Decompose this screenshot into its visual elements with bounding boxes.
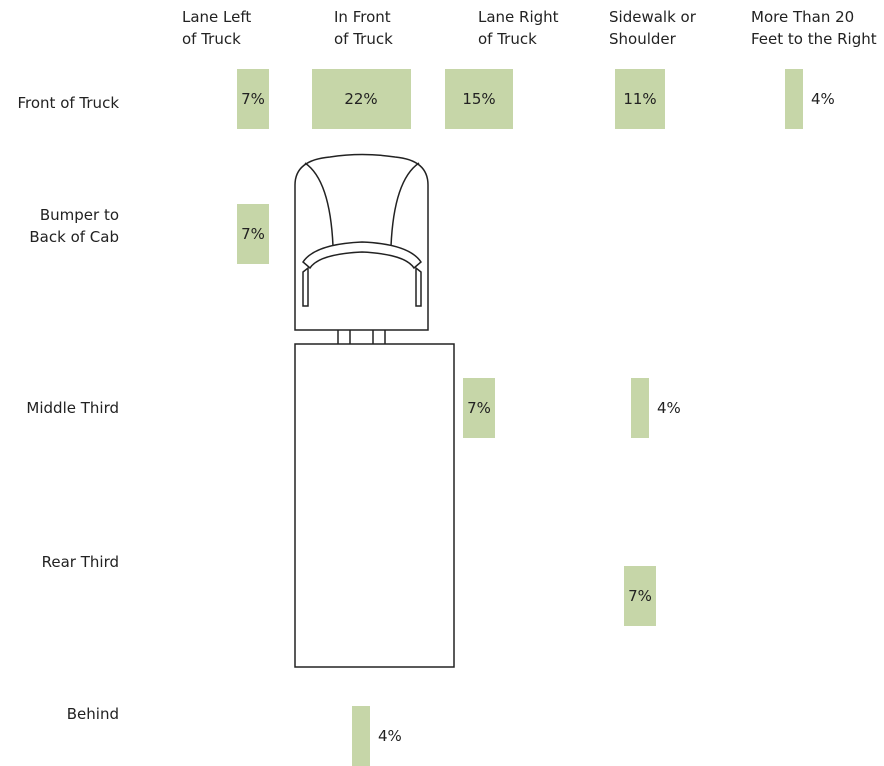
bar <box>237 69 269 129</box>
value-label: 22% <box>344 90 378 108</box>
bar <box>237 204 269 264</box>
column-label: In Front of Truck <box>334 8 393 48</box>
value-label: 11% <box>623 90 657 108</box>
bar <box>615 69 665 129</box>
column-label: Lane Right of Truck <box>478 8 559 48</box>
value-label: 4% <box>657 399 681 417</box>
row-label: Rear Third <box>41 553 119 571</box>
column-label: More Than 20 Feet to the Right <box>751 8 877 48</box>
bar <box>352 706 370 766</box>
value-label: 15% <box>462 90 496 108</box>
bar <box>311 69 411 129</box>
column-label: Sidewalk or Shoulder <box>609 8 696 48</box>
value-label: 7% <box>628 587 652 605</box>
row-label: Behind <box>66 705 119 723</box>
bar <box>631 378 649 438</box>
value-label: 7% <box>241 90 265 108</box>
row-label: Bumper to Back of Cab <box>29 206 119 246</box>
bar <box>785 69 803 129</box>
column-label: Lane Left of Truck <box>182 8 252 48</box>
value-label: 4% <box>378 727 402 745</box>
value-label: 7% <box>241 225 265 243</box>
bar <box>463 378 495 438</box>
value-label: 7% <box>467 399 491 417</box>
row-label: Front of Truck <box>17 94 120 112</box>
value-label: 4% <box>811 90 835 108</box>
bar <box>624 566 656 626</box>
bar <box>445 69 513 129</box>
row-label: Middle Third <box>26 399 119 417</box>
